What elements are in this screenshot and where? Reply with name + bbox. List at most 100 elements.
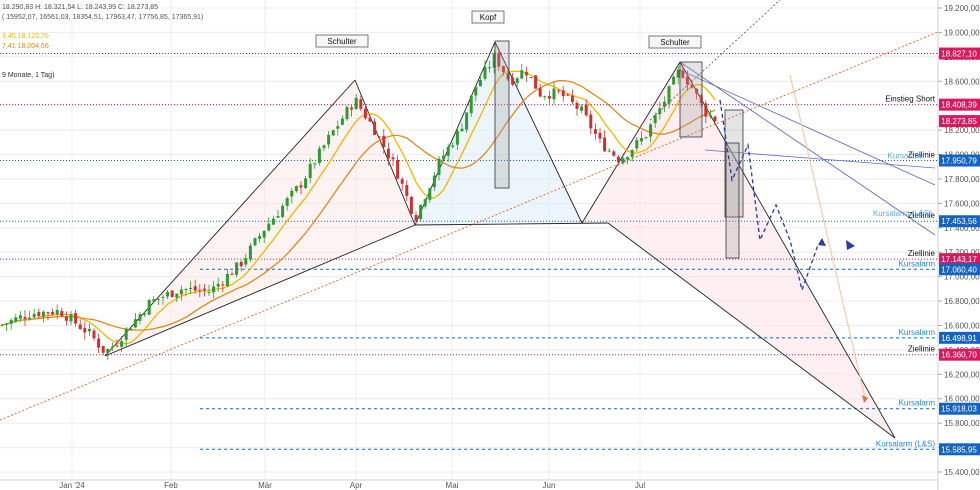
- candle-body: [161, 296, 165, 298]
- level-price-tag[interactable]: [939, 115, 980, 128]
- candle-body: [446, 146, 450, 156]
- candle-body: [51, 312, 55, 315]
- candle-body: [442, 155, 446, 160]
- candle-body: [9, 319, 13, 324]
- header-info: 18.290,83 H: 18.321,54 L: 18.243,99 C: 1…: [2, 4, 203, 79]
- pattern-boxes: [494, 40, 744, 259]
- level-price-tag[interactable]: [939, 215, 980, 228]
- level-price-label: 17.453,56: [941, 217, 977, 226]
- level-price-tag[interactable]: [939, 348, 980, 361]
- candle-body: [580, 106, 584, 111]
- candle-body: [143, 313, 147, 315]
- level-price-label: 15.585,95: [941, 445, 977, 454]
- candle-body: [635, 140, 639, 149]
- level-price-label: 16.360,70: [941, 351, 977, 360]
- candle-body: [474, 86, 478, 96]
- candle-body: [23, 316, 27, 319]
- annotation-box[interactable]: [315, 34, 369, 48]
- candle-body: [78, 324, 82, 330]
- x-tick-label: Jan '24: [59, 481, 85, 490]
- candle-body: [570, 95, 574, 102]
- candle-body: [124, 328, 128, 340]
- candle-body: [589, 114, 593, 129]
- candle-body: [409, 196, 413, 215]
- steep-trend-line: [649, 0, 781, 121]
- level-price-tag[interactable]: [939, 98, 980, 111]
- candle-body: [672, 76, 676, 85]
- candle-body: [97, 338, 101, 348]
- candle-body: [644, 137, 648, 139]
- candle-body: [156, 298, 160, 300]
- candle-body: [14, 317, 18, 322]
- head-box: [494, 40, 510, 189]
- candle-body: [92, 330, 96, 339]
- y-tick-label: 17.400,00: [944, 224, 980, 233]
- candle-body: [469, 95, 473, 114]
- candle-body: [575, 102, 579, 109]
- candle-body: [520, 70, 524, 79]
- candle-body: [612, 151, 616, 156]
- level-text: Kursalarm: [899, 399, 936, 408]
- level-text: Kursalarm: [899, 328, 936, 337]
- candle-body: [230, 273, 234, 275]
- level-price-tag[interactable]: [939, 47, 980, 60]
- projection-arrowhead: [818, 238, 826, 246]
- candle-body: [451, 145, 455, 147]
- candle-body: [566, 94, 570, 96]
- candle-body: [603, 137, 607, 152]
- candle-body: [340, 118, 344, 125]
- candle-body: [561, 90, 565, 97]
- candle-body: [432, 175, 436, 188]
- grid: [0, 0, 938, 480]
- level-price-tag[interactable]: [939, 402, 980, 415]
- level-price-tag[interactable]: [939, 253, 980, 266]
- candle-body: [658, 108, 662, 115]
- candle-body: [322, 145, 326, 149]
- level-text: Einstieg Short: [885, 95, 936, 104]
- candle-body: [681, 70, 685, 78]
- candle-body: [189, 287, 193, 290]
- candle-body: [593, 129, 597, 134]
- candle-body: [83, 328, 87, 333]
- y-tick-label: 16.000,00: [944, 395, 980, 404]
- candle-body: [363, 108, 367, 119]
- annotation-box[interactable]: [471, 10, 505, 24]
- projection-arrowhead-3: [862, 395, 868, 403]
- candle-body: [5, 323, 9, 325]
- candle-body: [534, 75, 538, 89]
- candle-body: [138, 314, 142, 321]
- candle-body: [455, 130, 459, 145]
- level-labels: 18.827,10 18.408,39 Einstieg Short 18.273,8…: [873, 47, 980, 456]
- level-price-label: 18.827,10: [941, 50, 977, 59]
- candle-body: [492, 54, 496, 68]
- candle-body: [396, 159, 400, 179]
- projection-arrowhead-2: [846, 240, 855, 250]
- candle-body: [662, 101, 666, 107]
- y-tick-label: 15.800,00: [944, 419, 980, 428]
- candle-body: [308, 163, 312, 178]
- level-price-tag[interactable]: [939, 443, 980, 456]
- annotation-box[interactable]: [648, 35, 702, 49]
- candle-body: [626, 157, 630, 160]
- candle-body: [110, 346, 114, 348]
- indicator-readout: ( 15952,07, 16561,03, 18354,51, 17963,47…: [2, 14, 203, 21]
- level-price-tag[interactable]: [939, 154, 980, 167]
- level-price-tag[interactable]: [939, 331, 980, 344]
- right-shoulder-rise: [581, 61, 681, 224]
- candle-body: [129, 328, 133, 331]
- level-price-label: 18.273,85: [941, 117, 977, 126]
- candle-body: [212, 286, 216, 293]
- right-shoulder-fall: [679, 61, 896, 439]
- channel-line-lower: [679, 69, 936, 186]
- candle-body: [506, 73, 510, 80]
- candle-body: [179, 289, 183, 295]
- sma-fast-readout: 3,45 18.123,76: [2, 33, 49, 40]
- candle-body: [18, 315, 22, 319]
- y-tick-label: 16.200,00: [944, 370, 980, 379]
- candle-body: [166, 292, 170, 297]
- candle-body: [653, 115, 657, 124]
- candle-body: [501, 66, 505, 73]
- level-price-tag[interactable]: [939, 263, 980, 276]
- candle-body: [184, 289, 188, 291]
